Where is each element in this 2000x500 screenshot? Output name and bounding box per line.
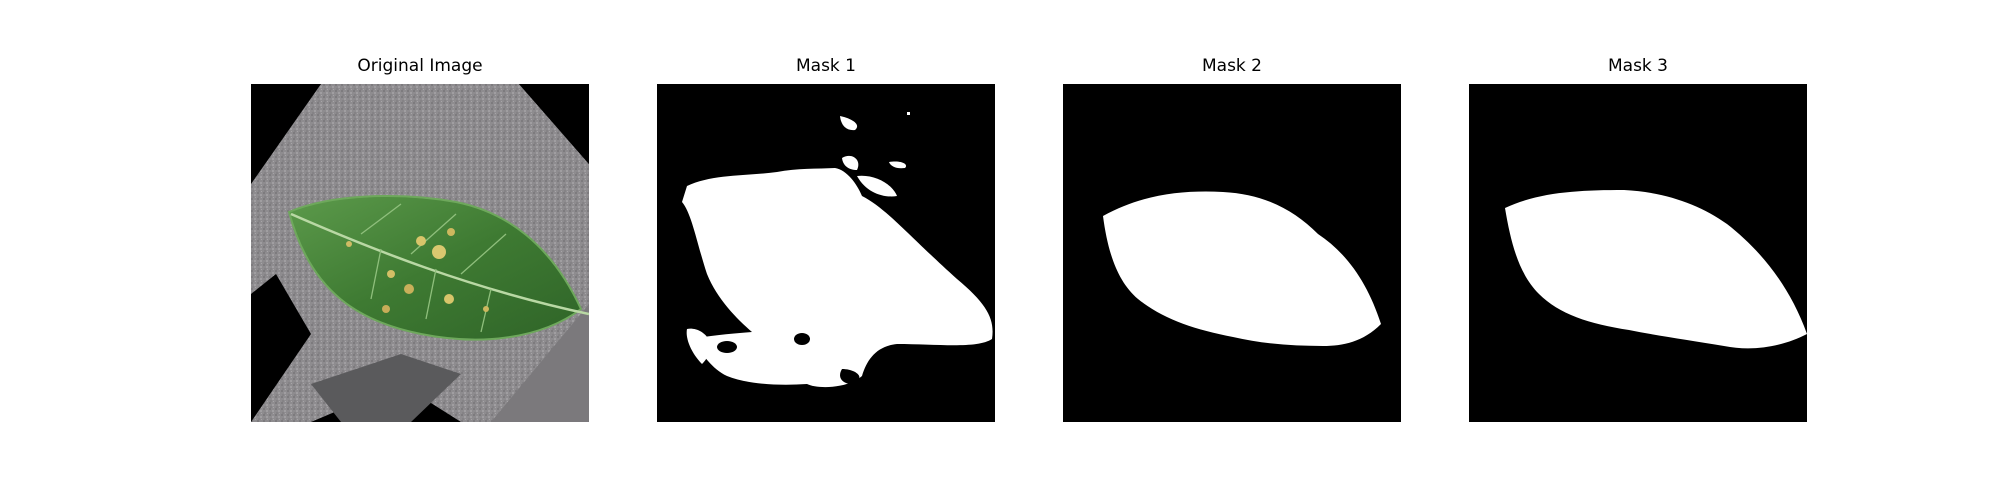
mask-1-image	[657, 84, 995, 422]
panel-title-mask-2: Mask 2	[1201, 56, 1262, 76]
leaf-shape	[287, 195, 583, 341]
original-leaf-image	[251, 84, 589, 422]
mask-1-leaf-region	[682, 168, 993, 388]
mask-3-image	[1469, 84, 1807, 422]
mask-2-image	[1063, 84, 1401, 422]
panel-title-original: Original Image	[357, 56, 483, 76]
panel-title-mask-3: Mask 3	[1607, 56, 1668, 76]
mask-3-leaf-region	[1505, 190, 1807, 349]
panel-title-mask-1: Mask 1	[795, 56, 856, 76]
mask-2-leaf-region	[1103, 191, 1381, 346]
